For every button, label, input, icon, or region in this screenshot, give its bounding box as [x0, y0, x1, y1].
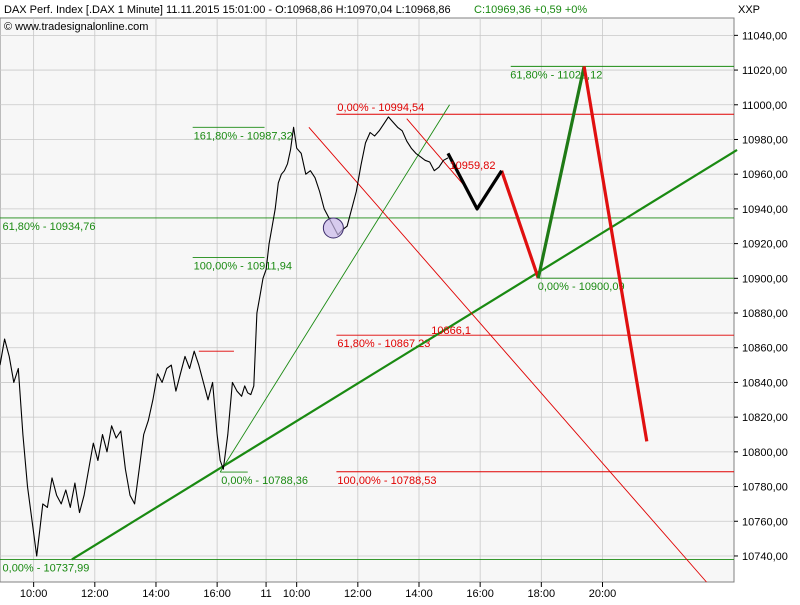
y-axis: 10740,00 10760,00 10780,00 10800,00 10820,00…	[734, 30, 788, 563]
level-label: 61,80% - 10867,23	[337, 338, 430, 350]
x-tick-label: 10:00	[283, 588, 311, 600]
trend-long-line	[71, 148, 738, 561]
x-tick-label: 20:00	[589, 588, 617, 600]
level-label: 61,80% - 10934,76	[3, 221, 96, 233]
fibonacci-levels: 61,80% - 11022,12 0,00% - 10994,54 161,80%…	[0, 65, 734, 574]
y-tick-label: 10740,00	[742, 551, 788, 563]
axis-symbol: XXP	[738, 4, 760, 16]
x-tick-label: 10:00	[20, 588, 48, 600]
x-tick-label: 18:00	[528, 588, 556, 600]
projection-black-line	[446, 152, 503, 211]
x-tick-label: 16:00	[203, 588, 231, 600]
trend-lines	[71, 104, 738, 583]
fan-red-short-line	[406, 118, 466, 187]
annotation-label: 10959,82	[450, 160, 496, 172]
annotations: 10959,82 10866,1	[322, 160, 496, 337]
y-tick-label: 10820,00	[742, 412, 788, 424]
y-tick-label: 10760,00	[742, 516, 788, 528]
y-tick-label: 10900,00	[742, 273, 788, 285]
y-tick-label: 10880,00	[742, 308, 788, 320]
level-label: 161,80% - 10987,32	[194, 130, 293, 142]
projection-green-line	[536, 66, 586, 279]
trend-short-line	[219, 104, 450, 473]
level-label: 61,80% - 11022,12	[510, 69, 602, 81]
crossing-marker	[322, 217, 344, 239]
price-series	[0, 116, 449, 557]
source-credit: © www.tradesignalonline.com	[4, 21, 148, 33]
y-tick-label: 10920,00	[742, 239, 788, 251]
y-tick-label: 10980,00	[742, 134, 788, 146]
x-tick-label: 16:00	[466, 588, 494, 600]
price-line	[0, 116, 449, 557]
level-label: 0,00% - 10900,09	[538, 281, 625, 293]
x-axis: 10:00 12:00 14:00 16:00 11 10:00 12:00 14:00 16:…	[20, 582, 616, 600]
level-label: 100,00% - 10911,94	[194, 261, 292, 273]
y-tick-label: 11040,00	[742, 30, 787, 42]
y-tick-label: 11020,00	[742, 65, 787, 77]
x-tick-label: 14:00	[405, 588, 433, 600]
y-tick-label: 10840,00	[742, 377, 788, 389]
level-label: 100,00% - 10788,53	[337, 475, 436, 487]
level-label: 0,00% - 10788,36	[221, 475, 308, 487]
grid	[0, 18, 734, 582]
close-readout: C:10969,36 +0,59 +0%	[474, 4, 587, 16]
plot-area	[0, 17, 735, 583]
projection-paths	[446, 66, 649, 442]
annotation-label: 10866,1	[431, 325, 471, 337]
y-tick-label: 10960,00	[742, 169, 788, 181]
x-tick-label: 11	[260, 588, 271, 600]
y-tick-label: 11000,00	[742, 100, 787, 112]
fan-red-line	[308, 127, 707, 583]
chart-title: DAX Perf. Index [.DAX 1 Minute] 11.11.20…	[4, 4, 451, 16]
level-label: 0,00% - 10994,54	[337, 102, 424, 114]
projection-red-line	[582, 66, 649, 442]
y-tick-label: 10800,00	[742, 447, 788, 459]
y-tick-label: 10940,00	[742, 204, 788, 216]
x-tick-label: 12:00	[81, 588, 109, 600]
x-tick-label: 12:00	[344, 588, 372, 600]
y-tick-label: 10860,00	[742, 343, 788, 355]
projection-connector-line	[500, 170, 540, 279]
x-tick-label: 14:00	[142, 588, 170, 600]
level-label: 0,00% - 10737,99	[3, 562, 90, 574]
y-tick-label: 10780,00	[742, 482, 788, 494]
